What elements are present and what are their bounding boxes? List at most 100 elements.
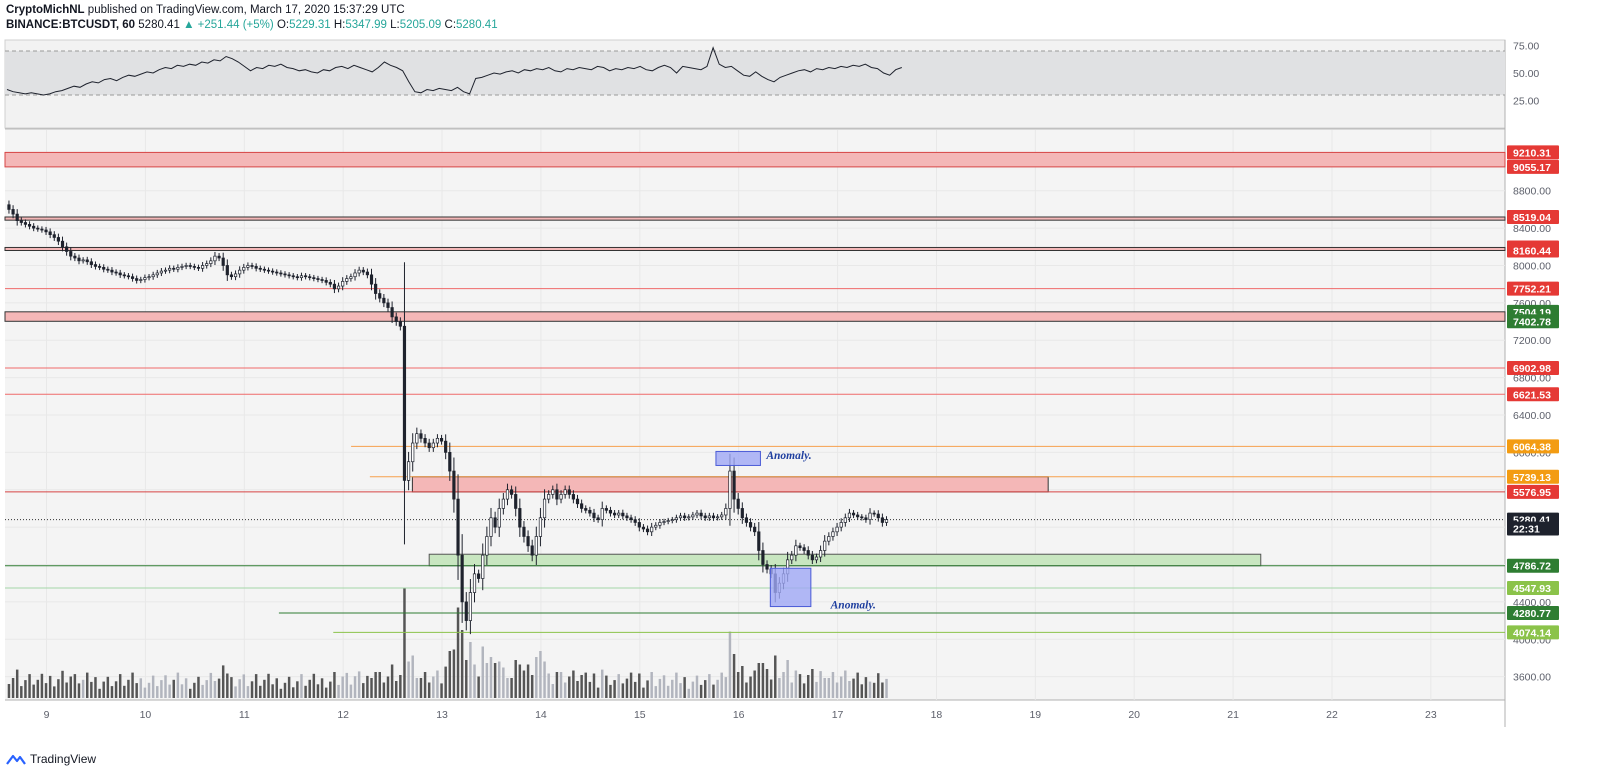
resistance-zone — [4, 216, 1506, 221]
candle-body — [378, 293, 382, 299]
candle-body — [456, 498, 460, 556]
candle-body — [287, 274, 291, 277]
volume-bar — [798, 674, 802, 698]
time-tick-label: 10 — [140, 709, 152, 721]
candle-body — [666, 520, 670, 522]
time-axis[interactable]: 9 10 11 12 13 14 15 16 17 18 19 20 21 22 23 — [44, 709, 1437, 721]
candle-body — [814, 556, 819, 561]
volume-bar — [658, 678, 662, 698]
volume-bar — [844, 670, 847, 698]
candle-body — [40, 228, 44, 231]
volume-bar — [382, 682, 386, 698]
candle-body — [77, 257, 81, 262]
candle-body — [592, 512, 596, 519]
chart-background — [4, 39, 1506, 727]
volume-bar — [568, 676, 571, 698]
time-tick-label: 13 — [436, 709, 448, 721]
resistance-zone — [4, 151, 1506, 168]
candle-body — [819, 550, 823, 558]
volume-bar — [638, 673, 641, 698]
volume-bar — [609, 684, 612, 698]
candle-body — [497, 508, 501, 528]
price-axis[interactable]: 3600.004000.004400.004800.005200.005600.… — [1513, 148, 1551, 683]
candle-body — [19, 220, 23, 223]
volume-bar — [881, 682, 884, 698]
volume-bar — [226, 673, 229, 698]
candle-body — [233, 273, 238, 278]
candle-body — [201, 265, 205, 269]
volume-bar — [794, 670, 798, 698]
volume-bar — [143, 687, 147, 698]
candle-body — [23, 222, 28, 225]
volume-bar — [646, 680, 649, 698]
volume-bar — [592, 673, 596, 698]
candle-body — [753, 526, 757, 533]
candle-body — [361, 269, 365, 273]
candle-body — [27, 224, 32, 227]
candle-body — [250, 265, 254, 267]
volume-bar — [440, 683, 443, 698]
volume-bar — [736, 672, 740, 698]
candle-body — [798, 545, 802, 549]
high-label: H: — [333, 19, 346, 31]
candle-body — [402, 325, 407, 481]
volume-bar — [436, 670, 439, 698]
time-tick-label: 19 — [1029, 709, 1041, 721]
candle-body — [427, 442, 431, 449]
volume-bar — [477, 676, 480, 698]
volume-bar — [650, 672, 653, 698]
volume-bar — [390, 664, 394, 698]
volume-bar — [77, 683, 81, 698]
candle-body — [431, 442, 435, 449]
candle-body — [547, 494, 551, 500]
horizontal-lines — [5, 288, 1505, 633]
candle-body — [444, 440, 448, 453]
volume-bar — [823, 678, 826, 698]
volume-bar — [217, 678, 221, 698]
candle-body — [699, 512, 703, 517]
candle-body — [299, 275, 304, 278]
candle-body — [683, 515, 687, 519]
price-tag-label: 9210.31 — [1513, 147, 1551, 159]
price-tick-label: 3600.00 — [1513, 672, 1551, 684]
price-tag-label: 22:31 — [1513, 524, 1540, 536]
price-chart[interactable]: 25.00 50.00 75.00 Anomaly. Anomaly. 3600.00… — [0, 0, 1600, 752]
volume-bar — [497, 661, 501, 698]
candle-body — [448, 452, 452, 472]
candle-body — [843, 517, 847, 523]
volume-bar — [662, 675, 666, 698]
volume-bar — [312, 673, 316, 698]
candle-body — [806, 550, 810, 556]
volume-bar — [708, 674, 711, 698]
price-tag-label: 4547.93 — [1513, 583, 1551, 595]
volume-bar — [802, 683, 806, 698]
candle-body — [472, 573, 477, 593]
candle-body — [168, 267, 172, 271]
volume-bar — [197, 676, 200, 698]
candle-body — [139, 279, 143, 281]
candle-body — [180, 266, 184, 268]
volume-bar — [94, 677, 97, 698]
candle-body — [744, 517, 749, 523]
volume-bars — [7, 588, 888, 698]
volume-bar — [588, 681, 592, 698]
price-tag — [1507, 581, 1559, 596]
author-name[interactable]: CryptoMichNL — [6, 4, 85, 16]
resistance-zone — [4, 246, 1506, 251]
volume-bar — [551, 684, 555, 698]
price-tag — [1507, 387, 1559, 402]
candle-body — [15, 213, 19, 221]
volume-bar — [741, 666, 744, 698]
footer-brand-text[interactable]: TradingView — [30, 752, 97, 766]
publish-date: published on TradingView.com, March 17, … — [87, 4, 405, 16]
candle-body — [505, 489, 510, 500]
volume-bar — [291, 687, 295, 698]
candle-body — [534, 536, 538, 556]
price-tag-label: 9055.17 — [1513, 162, 1551, 174]
volume-bar — [279, 688, 283, 698]
price-tick-label: 4400.00 — [1513, 597, 1551, 609]
symbol-info: BINANCE:BTCUSDT, 60 5280.41 ▲ +251.44 (+… — [6, 19, 498, 31]
candle-body — [658, 522, 662, 526]
volume-bar — [57, 679, 60, 698]
candle-body — [711, 515, 716, 519]
